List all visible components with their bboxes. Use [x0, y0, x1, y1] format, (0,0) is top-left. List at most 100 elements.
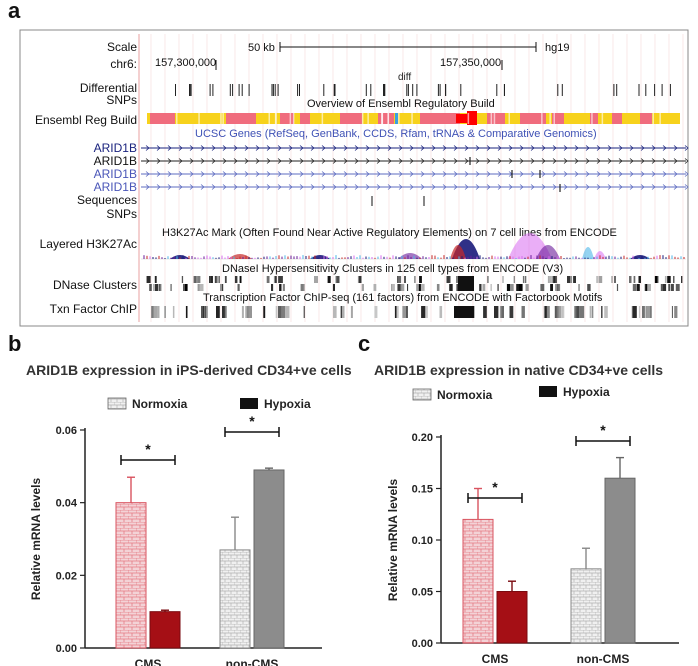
gene-arrow — [310, 184, 315, 190]
h3k27-noise — [284, 255, 286, 259]
h3k27-noise — [356, 257, 358, 259]
gene-arrow — [563, 145, 568, 151]
legend-normoxia-label: Normoxia — [132, 397, 188, 411]
dnase-cluster — [170, 284, 172, 291]
h3k27-noise — [497, 256, 499, 259]
ensembl-highlight — [456, 114, 474, 123]
gene-arrow — [618, 171, 623, 177]
ensembl-region — [640, 113, 652, 124]
h3k27-noise — [626, 257, 628, 259]
gene-arrow — [211, 171, 216, 177]
h3k27-noise — [632, 255, 634, 259]
dnase-cluster — [516, 284, 520, 291]
h3k27-noise — [575, 256, 577, 259]
gene-arrow — [442, 158, 447, 164]
ensembl-gap — [220, 113, 222, 124]
ensembl-gap — [508, 113, 510, 124]
dnase-cluster — [283, 284, 285, 291]
gene-arrow — [563, 184, 568, 190]
track-label-h3k27ac: Layered H3K27Ac — [40, 237, 137, 251]
dnase-cluster — [490, 284, 492, 291]
dnase-cluster — [555, 276, 557, 283]
dnase-cluster — [449, 284, 453, 291]
y-axis-label: Relative mRNA levels — [386, 479, 400, 602]
dnase-cluster — [266, 276, 270, 283]
gene-arrow — [233, 158, 238, 164]
h3k27-noise — [230, 256, 232, 259]
h3k27-noise — [392, 255, 394, 259]
h3k27-noise — [305, 256, 307, 259]
h3k27-noise — [341, 257, 343, 259]
gene-arrow — [541, 145, 546, 151]
bar-normoxia — [462, 518, 494, 644]
h3k27-noise — [509, 256, 511, 259]
ensembl-highlight — [467, 111, 477, 125]
h3k27-noise — [308, 255, 310, 259]
gene-arrow — [453, 171, 458, 177]
ensembl-region — [300, 113, 310, 124]
ensembl-gap — [361, 113, 364, 124]
h3k27-noise — [143, 255, 145, 259]
txn-factor-peak — [263, 306, 266, 318]
h3k27-noise — [476, 256, 478, 259]
h3k27-noise — [188, 255, 190, 259]
gene-arrow — [618, 184, 623, 190]
h3k27-noise — [683, 257, 685, 259]
gene-arrow — [222, 184, 227, 190]
gene-arrow — [618, 145, 623, 151]
h3k27-noise — [215, 257, 217, 259]
h3k27-noise — [584, 257, 586, 259]
gene-arrow — [530, 145, 535, 151]
txn-factor-peak — [501, 306, 504, 318]
gene-arrow — [178, 171, 183, 177]
h3k27-noise — [281, 256, 283, 259]
h3k27-noise — [656, 255, 658, 259]
h3k27-noise — [599, 255, 601, 259]
h3k27-noise — [194, 257, 196, 259]
dnase-cluster — [193, 276, 196, 283]
h3k27-noise — [671, 255, 673, 259]
gene-arrow — [332, 158, 337, 164]
h3k27-noise — [368, 256, 370, 259]
ensembl-gap — [381, 113, 384, 124]
gene-arrow — [629, 158, 634, 164]
h3k27-noise — [299, 256, 301, 259]
bar-hypoxia — [253, 469, 285, 649]
dnase-cluster — [216, 276, 220, 283]
y-tick-label: 0.10 — [412, 535, 433, 547]
gene-arrow — [486, 184, 491, 190]
overview-text: Overview of Ensembl Regulatory Build — [307, 98, 495, 110]
dnase-cluster — [398, 276, 402, 283]
ensembl-gap — [198, 113, 200, 124]
legend-hypoxia-label: Hypoxia — [264, 397, 311, 411]
h3k27-noise — [560, 256, 562, 259]
txn-factor-peak — [604, 306, 608, 318]
chart-b-title: ARID1B expression in iPS-derived CD34+ve… — [26, 362, 352, 378]
ensembl-region — [487, 113, 505, 124]
h3k27-noise — [533, 257, 535, 259]
dnase-cluster — [414, 276, 416, 283]
gene-arrow — [277, 145, 282, 151]
dnase-cluster — [282, 284, 285, 291]
dnase-cluster — [327, 276, 331, 283]
dnase-cluster — [675, 284, 680, 291]
h3k27-noise — [149, 256, 151, 259]
chart-c: 0.00 0.05 0.10 0.15 0.20 Relative mRNA levels… — [386, 385, 679, 666]
legend-hypoxia-swatch — [539, 386, 557, 397]
gene-arrow — [640, 145, 645, 151]
h3k27-noise — [254, 257, 256, 259]
h3k27-noise — [452, 257, 454, 259]
dnase-cluster — [154, 284, 159, 291]
dnase-cluster — [664, 276, 667, 283]
dnase-cluster — [662, 284, 667, 291]
dnase-cluster — [510, 284, 514, 291]
h3k27-noise — [203, 256, 205, 259]
ensembl-gap — [591, 113, 593, 124]
dnase-cluster — [525, 284, 529, 291]
gene-arrow — [409, 145, 414, 151]
gene-arrow — [277, 184, 282, 190]
gene-arrow — [387, 158, 392, 164]
h3k27-noise — [596, 256, 598, 259]
h3k27-noise — [431, 255, 433, 259]
h3k27-noise — [260, 257, 262, 259]
